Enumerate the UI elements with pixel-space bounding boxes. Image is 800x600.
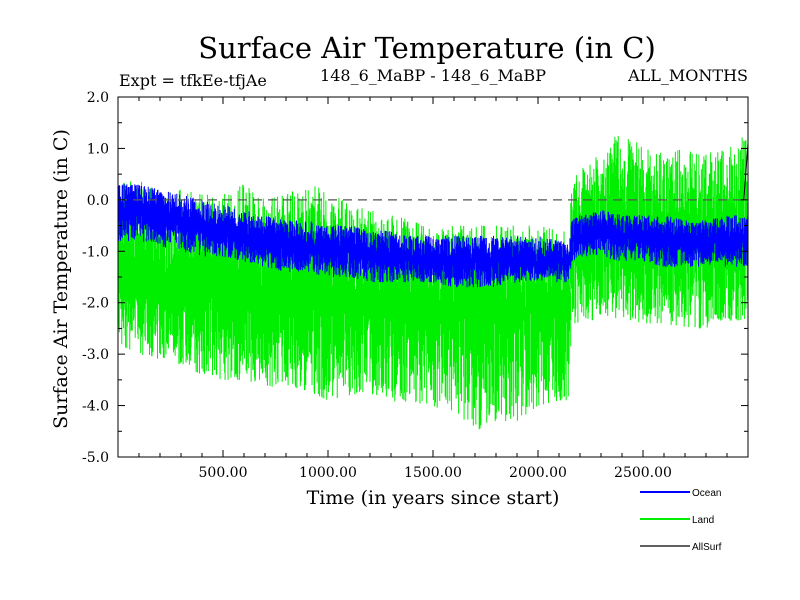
x-tick-label: 1500.00 — [404, 465, 462, 481]
series-land — [117, 135, 749, 430]
legend: Ocean Land AllSurf — [640, 488, 722, 553]
x-tick-label: 500.00 — [199, 465, 248, 481]
axes: 2.0 1.0 0.0 -1.0 -2.0 -3.0 -4.0 -5.0 500.00 1000.… — [82, 90, 749, 481]
legend-label-ocean: Ocean — [692, 488, 721, 499]
y-tick-label: 0.0 — [87, 193, 109, 209]
y-tick-label: -1.0 — [82, 244, 109, 260]
plot-area — [117, 135, 749, 430]
y-tick-label: -4.0 — [82, 399, 109, 415]
x-tick-label: 1000.00 — [299, 465, 357, 481]
chart-subtitle-right: ALL_MONTHS — [627, 66, 748, 85]
y-tick-label: 2.0 — [87, 90, 109, 106]
x-tick-label: 2500.00 — [614, 465, 672, 481]
chart-subtitle-center: 148_6_MaBP - 148_6_MaBP — [320, 66, 546, 85]
series-allsurf — [743, 143, 749, 200]
y-axis-label: Surface Air Temperature (in C) — [50, 129, 72, 429]
legend-label-allsurf: AllSurf — [692, 542, 722, 553]
y-tick-label: -2.0 — [82, 296, 109, 312]
chart-title: Surface Air Temperature (in C) — [198, 31, 656, 65]
chart-subtitle-left: Expt = tfkEe-tfjAe — [119, 71, 267, 90]
y-tick-label: 1.0 — [87, 141, 109, 157]
legend-label-land: Land — [692, 515, 714, 526]
x-tick-label: 2000.00 — [509, 465, 567, 481]
y-tick-label: -5.0 — [82, 450, 109, 466]
y-tick-label: -3.0 — [82, 347, 109, 363]
x-axis-label: Time (in years since start) — [307, 487, 560, 509]
